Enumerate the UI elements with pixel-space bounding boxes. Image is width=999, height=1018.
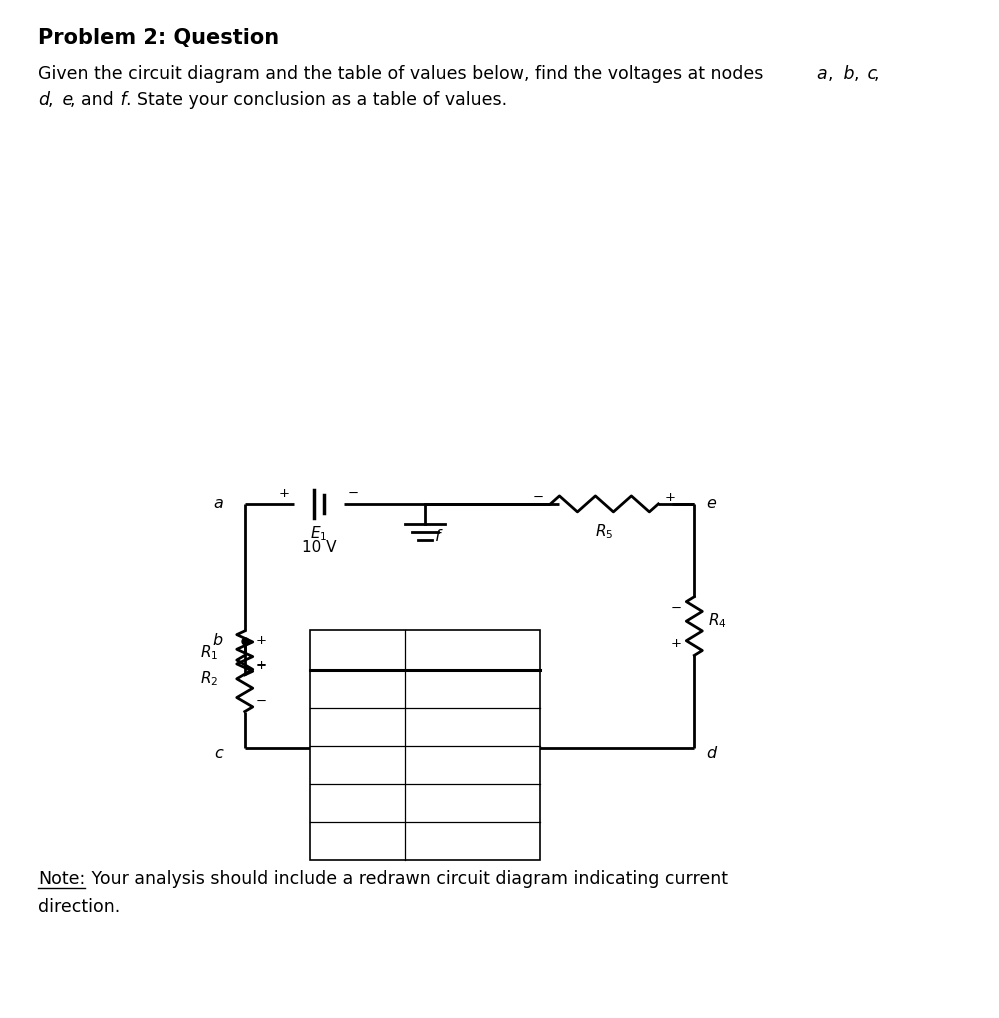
Text: b: b bbox=[213, 633, 223, 648]
Text: c: c bbox=[214, 746, 223, 760]
Text: ,: , bbox=[828, 65, 833, 83]
Text: 10 V: 10 V bbox=[302, 540, 337, 555]
Text: . State your conclusion as a table of values.: . State your conclusion as a table of va… bbox=[126, 91, 507, 109]
Text: e: e bbox=[57, 91, 73, 109]
Text: +: + bbox=[279, 488, 290, 501]
Text: 4: 4 bbox=[353, 794, 363, 812]
Text: Given the circuit diagram and the table of values below, find the voltages at no: Given the circuit diagram and the table … bbox=[38, 65, 769, 83]
Text: d: d bbox=[38, 91, 49, 109]
Text: 3.0: 3.0 bbox=[460, 832, 486, 850]
Text: $R_3$: $R_3$ bbox=[438, 712, 457, 730]
Text: 5: 5 bbox=[353, 832, 363, 850]
Text: −: − bbox=[255, 659, 267, 672]
Text: 2.5: 2.5 bbox=[460, 680, 486, 698]
Text: +: + bbox=[665, 492, 676, 504]
Text: +: + bbox=[376, 737, 387, 749]
Bar bbox=[310, 630, 540, 860]
Text: 1.0: 1.0 bbox=[460, 794, 486, 812]
Text: $R_4$: $R_4$ bbox=[708, 612, 727, 630]
Text: ,: , bbox=[48, 91, 54, 109]
Text: $R_5$: $R_5$ bbox=[595, 522, 613, 541]
Text: a: a bbox=[213, 497, 223, 511]
Text: Problem 2: Question: Problem 2: Question bbox=[38, 29, 279, 48]
Text: $E_1$: $E_1$ bbox=[311, 524, 328, 543]
Text: ,: , bbox=[874, 65, 879, 83]
Text: −: − bbox=[348, 488, 360, 501]
Text: 1: 1 bbox=[353, 680, 363, 698]
Text: f: f bbox=[115, 91, 127, 109]
Text: 3: 3 bbox=[353, 756, 363, 774]
Text: (V): (V) bbox=[491, 641, 524, 659]
Text: 1.5: 1.5 bbox=[460, 756, 486, 774]
Text: a: a bbox=[816, 65, 826, 83]
Text: $R_1$: $R_1$ bbox=[201, 643, 219, 663]
Text: c: c bbox=[862, 65, 877, 83]
Text: $R_2$: $R_2$ bbox=[201, 669, 219, 688]
Text: f: f bbox=[435, 529, 441, 544]
Text: −: − bbox=[255, 695, 267, 709]
Text: R: R bbox=[351, 641, 364, 659]
Text: ,: , bbox=[854, 65, 859, 83]
Text: d: d bbox=[706, 746, 716, 760]
Text: +: + bbox=[256, 659, 267, 672]
Text: −: − bbox=[507, 737, 518, 749]
Text: 2: 2 bbox=[353, 718, 363, 736]
Text: Your analysis should include a redrawn circuit diagram indicating current: Your analysis should include a redrawn c… bbox=[86, 870, 728, 888]
Text: b: b bbox=[838, 65, 854, 83]
Text: e: e bbox=[706, 497, 716, 511]
Text: 2.0: 2.0 bbox=[460, 718, 486, 736]
Text: −: − bbox=[670, 603, 682, 615]
Text: −: − bbox=[532, 492, 544, 504]
Text: $V_R$: $V_R$ bbox=[453, 640, 473, 660]
Text: Note:: Note: bbox=[38, 870, 85, 888]
Text: , and: , and bbox=[70, 91, 114, 109]
Text: direction.: direction. bbox=[38, 898, 120, 916]
Text: +: + bbox=[670, 637, 681, 649]
Text: +: + bbox=[256, 634, 267, 647]
